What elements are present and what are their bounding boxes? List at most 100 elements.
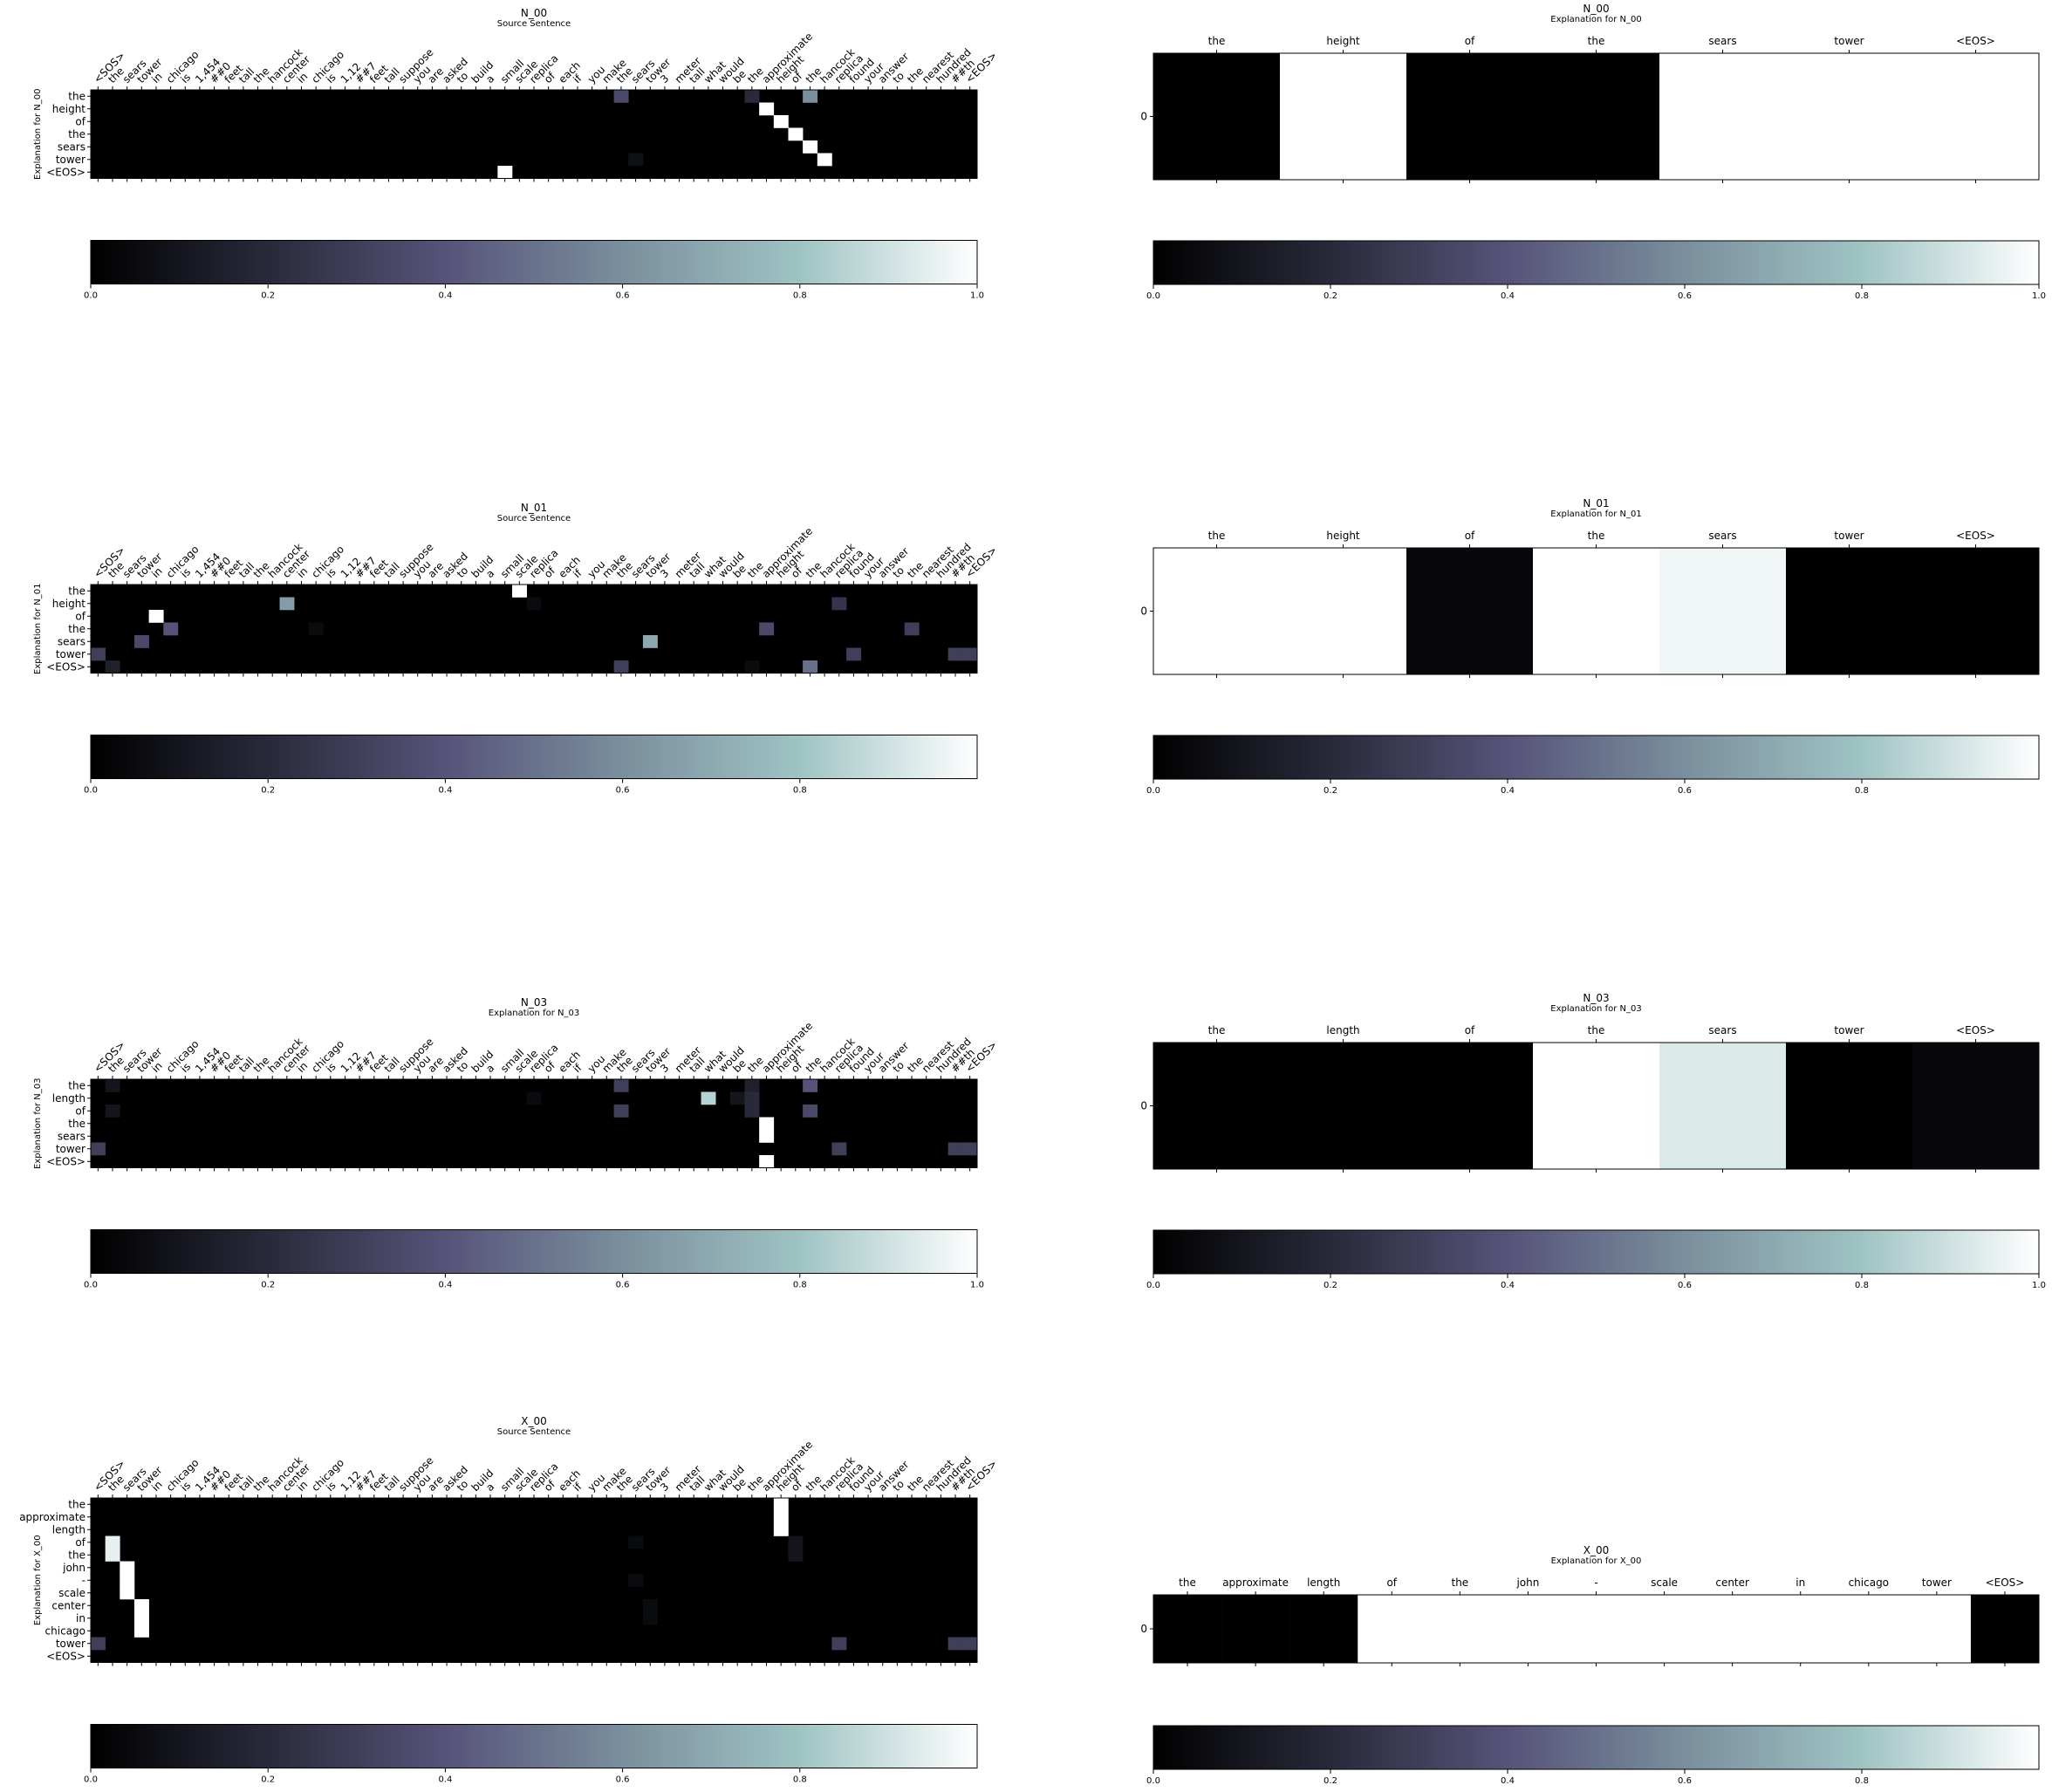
chart-title: N_01 bbox=[521, 502, 547, 514]
heatmap-cell bbox=[105, 1079, 120, 1092]
heatmap-cell bbox=[613, 1079, 629, 1092]
x-tick-label: if bbox=[571, 1480, 585, 1494]
heatmap-cell bbox=[701, 1091, 716, 1105]
x-tick-label: in bbox=[1796, 1577, 1805, 1589]
heatmap-cell bbox=[1533, 1043, 1660, 1169]
y-axis-label: Explanation for N_00 bbox=[33, 89, 43, 180]
y-tick-label: <EOS> bbox=[46, 1650, 86, 1662]
heatmap-cell bbox=[105, 1536, 120, 1549]
y-tick-label: of bbox=[75, 1105, 86, 1117]
colorbar-tick-label: 0.0 bbox=[1146, 291, 1160, 301]
colorbar-tick-label: 0.0 bbox=[84, 291, 98, 301]
heatmap-cell bbox=[1494, 1595, 1563, 1663]
heatmap-cell bbox=[803, 140, 818, 154]
x-tick-label: the bbox=[1208, 530, 1226, 542]
y-tick-label: approximate bbox=[19, 1511, 86, 1523]
heatmap-cell bbox=[1533, 548, 1660, 674]
colorbar-tick-label: 0.4 bbox=[438, 291, 452, 301]
heatmap-cell bbox=[1562, 1595, 1631, 1663]
colorbar: 0.0 0.2 0.4 0.6 0.8 bbox=[1146, 735, 2040, 796]
colorbar-tick-label: 0.2 bbox=[261, 291, 275, 301]
colorbar-tick-label: 0.0 bbox=[84, 786, 98, 796]
heatmap-cell bbox=[148, 610, 164, 623]
colorbar: 0.0 0.2 0.4 0.6 0.8 bbox=[1146, 1725, 2040, 1786]
colorbar-tick-label: 0.2 bbox=[261, 786, 275, 796]
x-tick-label: a bbox=[483, 567, 496, 580]
colorbar-gradient bbox=[90, 240, 978, 284]
heatmap-cell bbox=[1153, 548, 1281, 674]
heatmap-cell bbox=[628, 153, 644, 167]
heatmap-cell bbox=[497, 166, 513, 179]
colorbar-tick-label: 1.0 bbox=[970, 1281, 984, 1290]
heatmap-cell bbox=[744, 1105, 760, 1118]
heatmap-cell bbox=[133, 1611, 149, 1625]
colorbar-tick-label: 0.0 bbox=[1146, 1776, 1160, 1786]
chart-title: N_00 bbox=[1583, 3, 1609, 15]
colorbar: 0.0 0.2 0.4 0.6 0.8 bbox=[84, 735, 978, 796]
heatmap-cell bbox=[1698, 1595, 1767, 1663]
colorbar-tick-label: 0.2 bbox=[261, 1281, 275, 1290]
x-tick-label: <EOS> bbox=[1986, 1577, 2025, 1589]
heatmap-cell bbox=[744, 660, 760, 674]
heatmap-cell bbox=[105, 1105, 120, 1118]
heatmap-cell bbox=[279, 597, 295, 611]
colorbar-gradient bbox=[1153, 1229, 2040, 1275]
x-tick-label: approximate bbox=[1222, 1577, 1289, 1589]
colorbar-gradient bbox=[90, 735, 978, 779]
heatmap-cell bbox=[1912, 53, 2040, 180]
y-tick-label: <EOS> bbox=[46, 166, 86, 178]
heatmap-cell bbox=[1280, 548, 1407, 674]
chart-subtitle: Explanation for X_00 bbox=[1551, 1556, 1642, 1566]
x-tick-label: length bbox=[1326, 1024, 1359, 1036]
heatmap-cell bbox=[729, 1091, 745, 1105]
x-tick-label: the bbox=[1588, 1024, 1605, 1036]
heatmap-cell bbox=[133, 1599, 149, 1612]
x-tick-label: the bbox=[1451, 1577, 1468, 1589]
colorbar-tick-label: 0.8 bbox=[1855, 1776, 1869, 1786]
chart-title: N_03 bbox=[1583, 992, 1609, 1004]
x-tick-label: height bbox=[1326, 35, 1360, 47]
y-tick-label: the bbox=[68, 1549, 86, 1561]
heatmap-cell bbox=[788, 127, 804, 141]
y-tick-label: tower bbox=[56, 1143, 86, 1155]
colorbar: 0.0 0.2 0.4 0.6 0.8 1.0 bbox=[84, 1229, 984, 1290]
heatmap-cell bbox=[1358, 1595, 1426, 1663]
heatmap-cell bbox=[962, 1142, 978, 1156]
chart-subtitle: Explanation for N_03 bbox=[1550, 1004, 1641, 1014]
heatmap-cell bbox=[1766, 1595, 1836, 1663]
colorbar-gradient bbox=[90, 1724, 978, 1768]
colorbar-tick-label: 0.8 bbox=[793, 291, 807, 301]
colorbar-tick-label: 1.0 bbox=[2032, 291, 2046, 301]
heatmap-background bbox=[91, 90, 977, 179]
y-tick-label: length bbox=[52, 1092, 86, 1105]
heatmap-cell bbox=[1659, 53, 1787, 180]
colorbar-tick-label: 0.4 bbox=[1501, 786, 1515, 796]
heatmap-cell bbox=[91, 1142, 106, 1156]
y-tick-label: john bbox=[62, 1562, 86, 1574]
colorbar-tick-label: 0.8 bbox=[793, 786, 807, 796]
heatmap-cell bbox=[744, 90, 760, 103]
heatmap-cell bbox=[759, 102, 775, 116]
heatmap-cell bbox=[1533, 53, 1660, 180]
x-tick-label: sears bbox=[1708, 1024, 1736, 1036]
chart-subtitle: Source Sentence bbox=[497, 19, 571, 29]
x-tick-label: tower bbox=[1834, 35, 1864, 47]
y-tick-label: <EOS> bbox=[46, 1155, 86, 1167]
heatmap-cell bbox=[1786, 53, 1913, 180]
heatmap-cell bbox=[628, 1536, 644, 1549]
y-tick-label: in bbox=[76, 1612, 86, 1624]
y-axis-label: Explanation for X_00 bbox=[33, 1535, 43, 1625]
heatmap-cell bbox=[803, 90, 818, 103]
x-tick-label: chicago bbox=[1849, 1577, 1889, 1589]
heatmap-cell bbox=[1280, 53, 1407, 180]
heatmap-cell bbox=[1912, 1043, 2040, 1169]
x-tick-label: 3 bbox=[658, 1062, 671, 1075]
heatmap-cell bbox=[831, 597, 847, 611]
y-tick-label: 0 bbox=[1140, 111, 1147, 123]
y-tick-label: the bbox=[68, 1118, 86, 1130]
y-axis-label: Explanation for N_03 bbox=[33, 1078, 43, 1169]
chart-title: X_00 bbox=[521, 1415, 547, 1427]
x-tick-label: if bbox=[571, 566, 585, 580]
